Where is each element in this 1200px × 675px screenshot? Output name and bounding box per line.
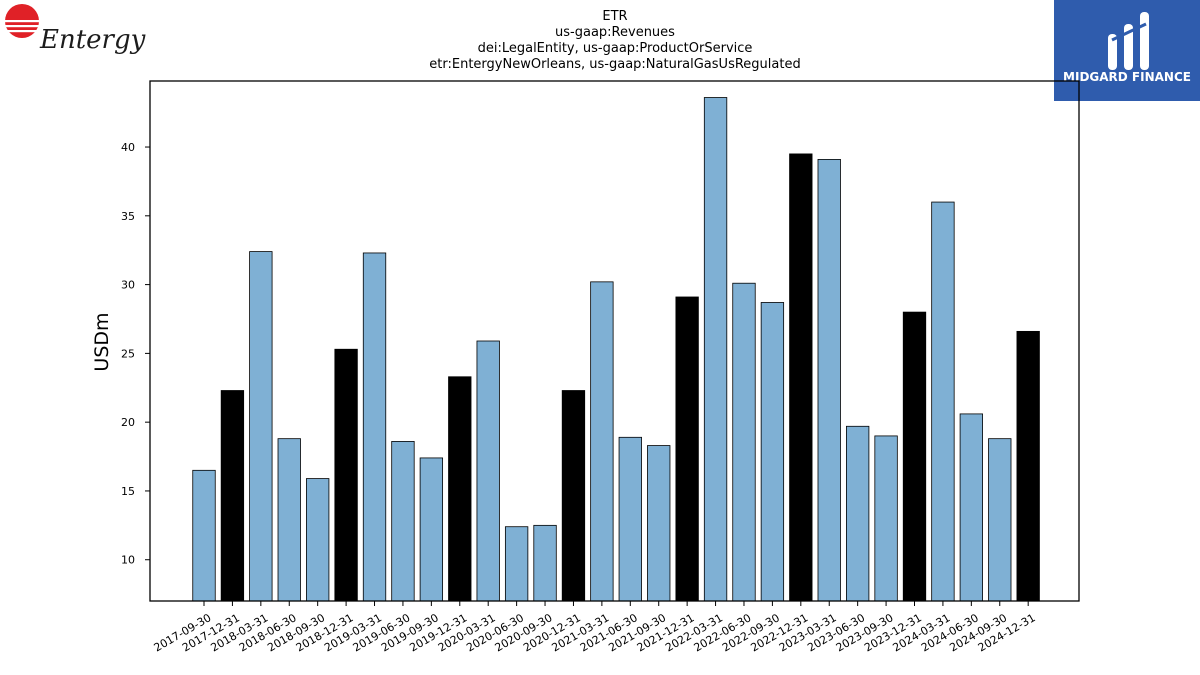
bar-2021-06-30	[618, 436, 642, 602]
bar-2022-12-31	[789, 153, 813, 602]
x-axis-ticks: 2017-09-302017-12-312018-03-312018-06-30…	[152, 601, 1038, 654]
bar-2021-12-31	[675, 296, 699, 602]
bar-2018-06-30	[277, 438, 301, 602]
entergy-logo: Entergy	[5, 4, 146, 55]
bar-2024-12-31	[1016, 330, 1040, 602]
y-tick-label: 40	[121, 141, 135, 154]
bar-2021-03-31	[590, 281, 614, 602]
entergy-logo-stripe	[5, 20, 39, 23]
bar-2017-12-31	[220, 390, 245, 602]
bar-2024-03-31	[931, 201, 955, 602]
chart-title: ETR us-gaap:Revenues dei:LegalEntity, us…	[429, 9, 800, 72]
bar-2019-03-31	[362, 252, 387, 602]
bar-2018-03-31	[249, 251, 273, 602]
entergy-logo-stripe	[5, 25, 39, 28]
plot-frame	[149, 80, 1080, 602]
midgard-logo-text: MIDGARD FINANCE	[1063, 70, 1191, 84]
bar-2019-12-31	[448, 376, 472, 602]
bars-group	[192, 97, 1040, 602]
bar-2018-12-31	[334, 348, 358, 602]
bar-2021-09-30	[647, 445, 671, 602]
bar-2020-09-30	[533, 524, 557, 602]
y-tick-label: 35	[121, 210, 135, 223]
bar-2020-06-30	[504, 526, 529, 602]
bar-2024-09-30	[988, 438, 1012, 602]
y-tick-label: 25	[121, 347, 135, 360]
bar-2019-06-30	[391, 441, 415, 602]
bar-2020-03-31	[476, 340, 500, 602]
y-axis-label: USDm	[91, 312, 113, 371]
bar-2018-09-30	[306, 478, 330, 602]
bar-2019-09-30	[419, 457, 444, 602]
y-tick-label: 10	[121, 554, 135, 567]
entergy-logo-stripe	[7, 30, 37, 33]
chart-title-line: dei:LegalEntity, us-gaap:ProductOrServic…	[478, 41, 753, 56]
y-axis-ticks: 10 15 20 25 30 35 40	[121, 141, 150, 567]
bar-2023-06-30	[846, 425, 870, 602]
bar-2017-09-30	[192, 469, 216, 602]
y-tick-label: 15	[121, 485, 135, 498]
bar-2020-12-31	[561, 390, 586, 602]
chart-title-line: etr:EntergyNewOrleans, us-gaap:NaturalGa…	[429, 57, 800, 72]
midgard-finance-logo: MIDGARD FINANCE	[1054, 0, 1200, 101]
bar-2022-03-31	[703, 97, 728, 602]
bar-2022-06-30	[732, 282, 756, 602]
y-tick-label: 30	[121, 279, 135, 292]
bar-2023-03-31	[817, 159, 841, 602]
bar-2024-06-30	[959, 413, 983, 602]
chart-title-line: us-gaap:Revenues	[555, 25, 675, 40]
y-tick-label: 20	[121, 416, 135, 429]
entergy-logo-text: Entergy	[39, 25, 146, 55]
bar-2022-09-30	[760, 302, 785, 602]
bar-2023-12-31	[902, 311, 927, 602]
bar-2023-09-30	[874, 435, 898, 602]
midgard-logo-icon	[1108, 12, 1149, 70]
chart-title-line: ETR	[602, 9, 627, 24]
